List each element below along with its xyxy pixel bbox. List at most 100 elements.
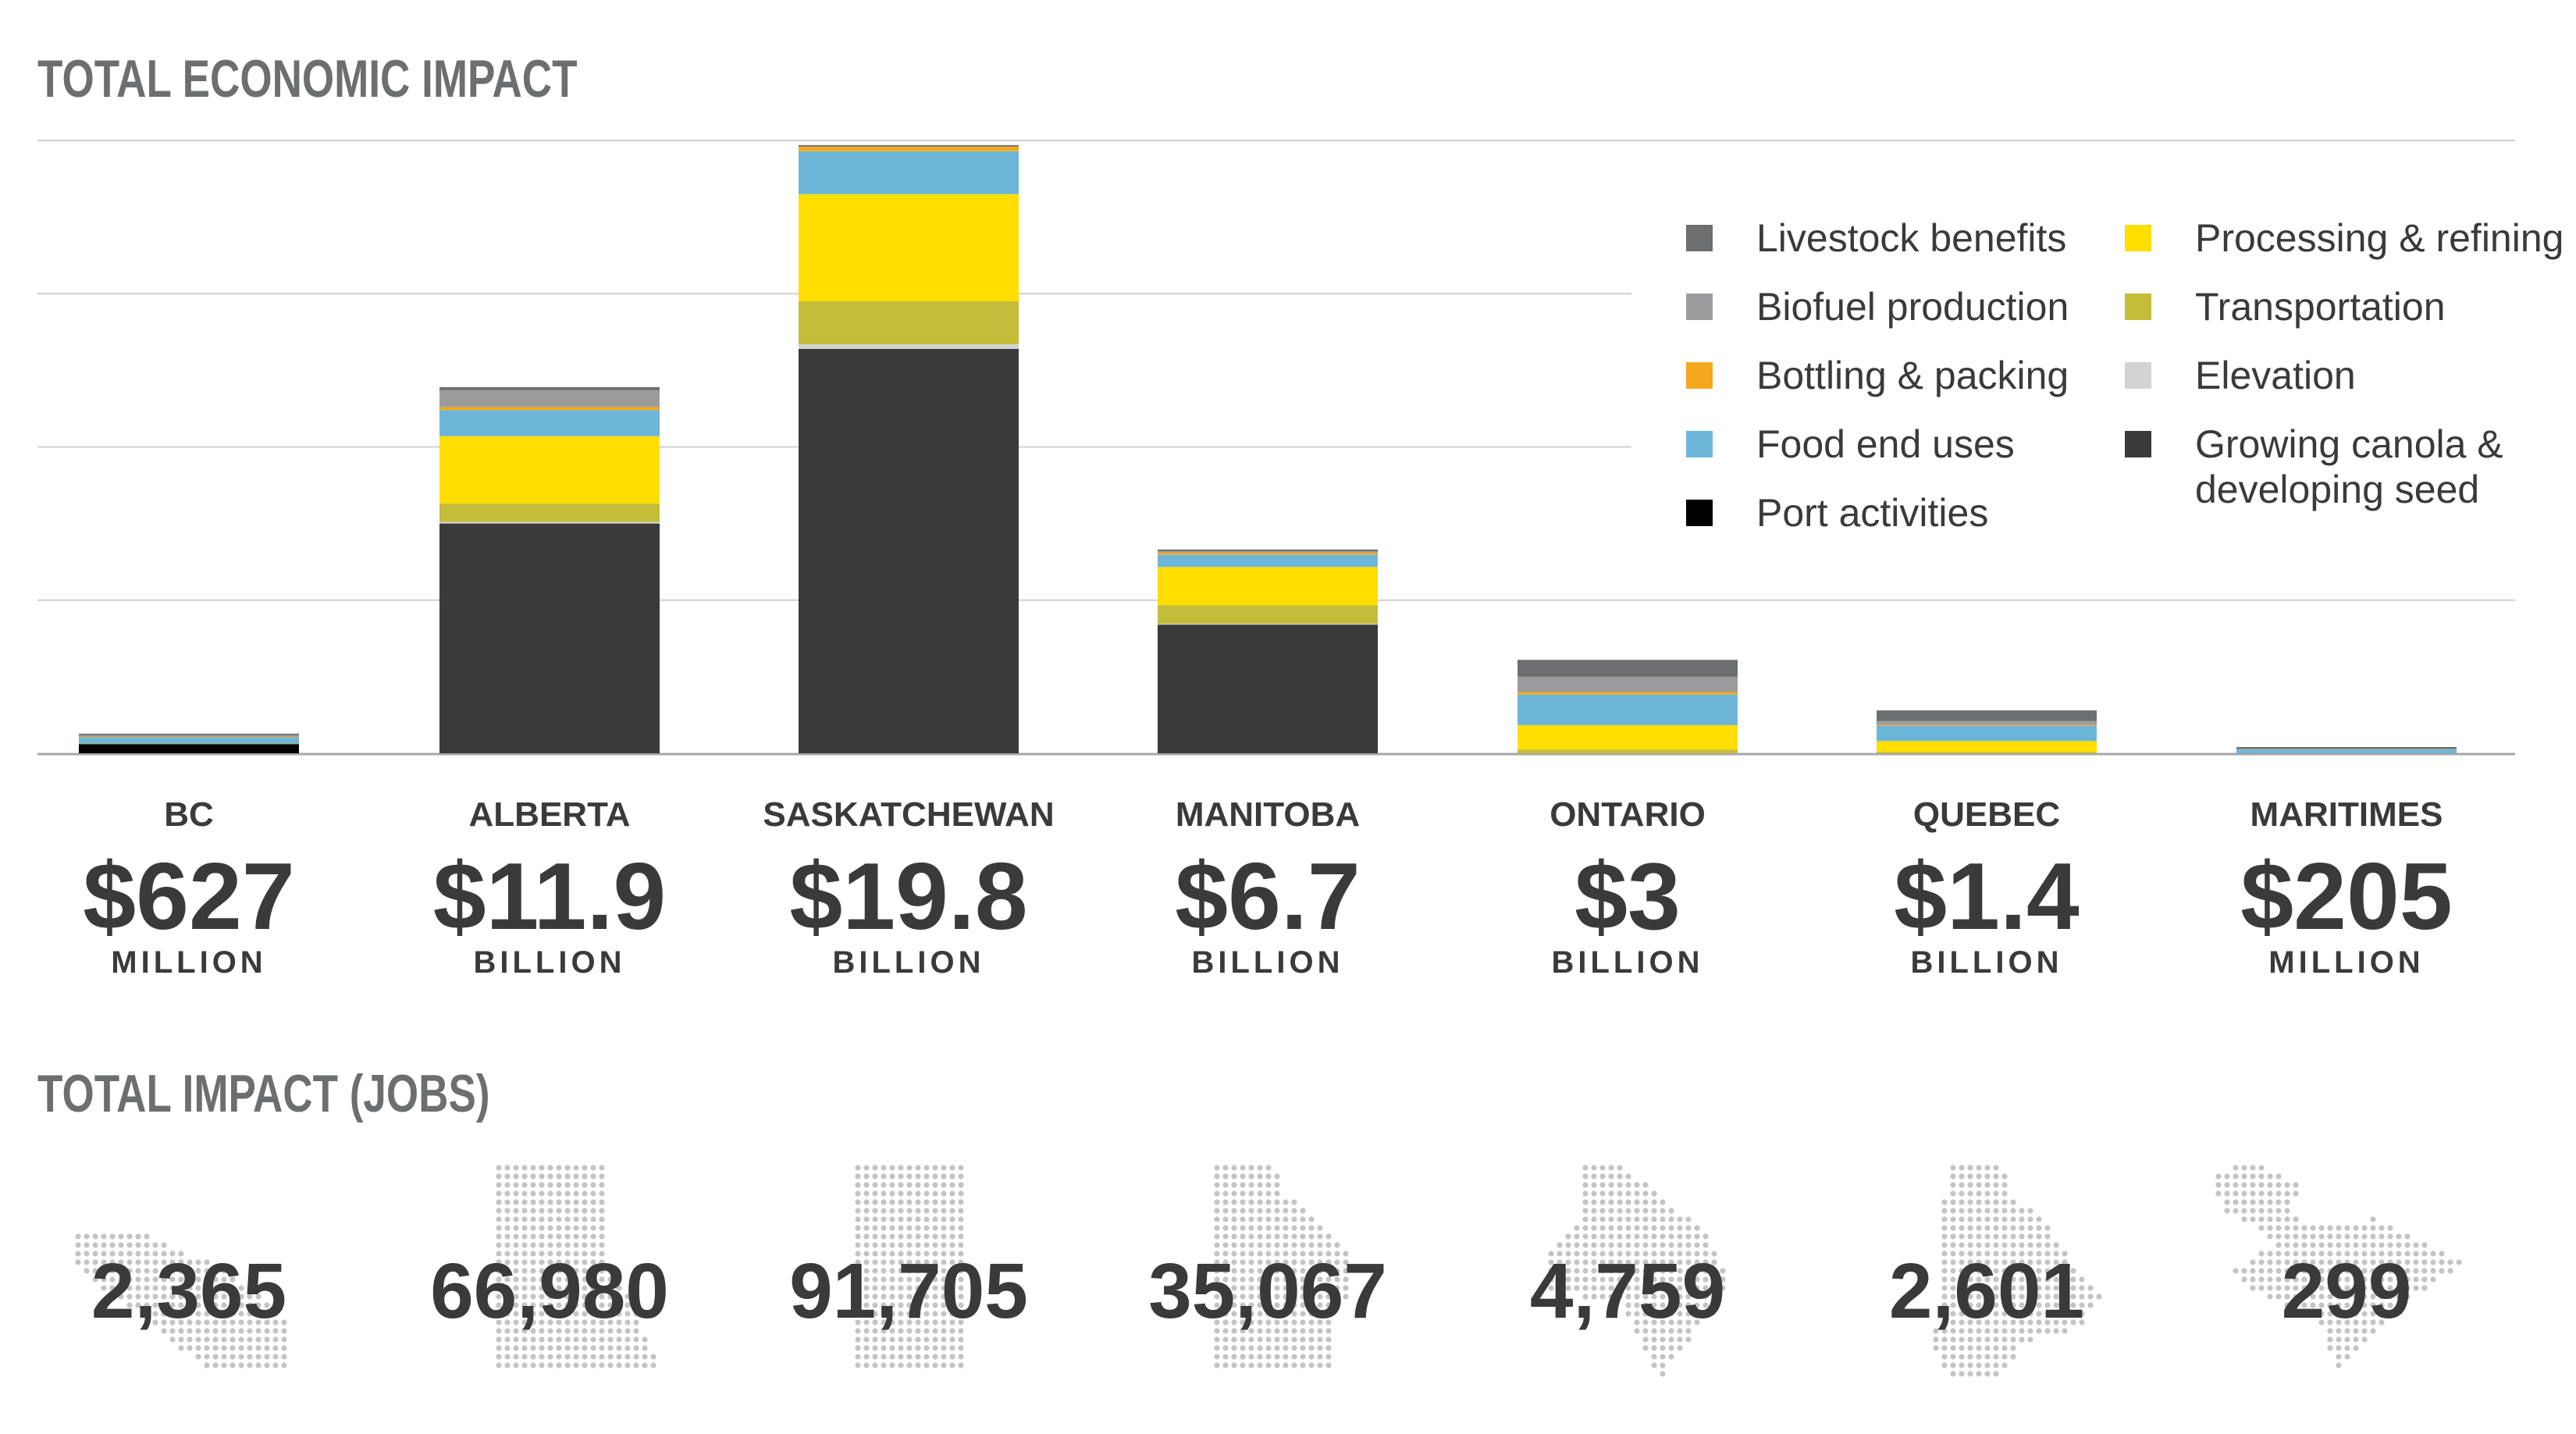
province-maps [75,1165,2462,1377]
legend-label-biofuel-production: Biofuel production [1756,285,2069,329]
province-map-manitoba [1214,1165,1349,1368]
legend-swatch-transportation [2125,294,2151,320]
bar-segment-manitoba-processing-and-refining [1158,567,1378,606]
legend-label-bottling-and-packing: Bottling & packing [1756,354,2069,397]
bar-segment-alberta-growing-canola-and-developing-seed [439,523,660,753]
bar-segment-manitoba-transportation [1158,605,1378,624]
bar-segment-manitoba-elevation [1158,623,1378,625]
province-map-bc [75,1233,287,1368]
bar-segment-alberta-transportation [439,504,660,522]
bar-segment-quebec-food-end-uses [1877,725,2097,742]
total-value-quebec: $1.4 [1894,843,2080,949]
bar-segment-alberta-bottling-and-packing [439,407,660,411]
province-map-alberta [496,1165,656,1368]
legend-label-growing-canola-and-developing-seed: Growing canola & developing seed [2195,422,2503,511]
region-label-ontario: ONTARIO [1550,795,1706,834]
bar-segment-ontario-transportation [1517,749,1738,753]
total-value-maritimes: $205 [2240,843,2452,949]
legend-label-food-end-uses: Food end uses [1756,422,2015,466]
legend-label-processing-and-refining: Processing & refining [2195,216,2564,260]
bar-segment-saskatchewan-bottling-and-packing [799,146,1019,151]
total-unit-alberta: BILLION [474,945,626,980]
bar-segment-maritimes-biofuel-production [2236,748,2457,750]
legend-swatch-growing-canola-and-developing-seed [2125,431,2151,457]
region-label-manitoba: MANITOBA [1176,795,1360,834]
legend-label-line: developing seed [2195,468,2479,511]
region-label-saskatchewan: SASKATCHEWAN [763,795,1054,834]
bar-segment-alberta-livestock-benefits [439,386,660,390]
page-title: TOTAL ECONOMIC IMPACT [37,49,578,109]
legend-swatch-food-end-uses [1686,431,1713,457]
bar-segment-saskatchewan-food-end-uses [799,151,1019,194]
bar-segment-saskatchewan-livestock-benefits [799,144,1019,147]
bar-segment-ontario-bottling-and-packing [1517,692,1738,695]
jobs-value-manitoba: 35,067 [1148,1247,1387,1335]
jobs-value-alberta: 66,980 [430,1247,669,1335]
total-value-alberta: $11.9 [433,843,667,949]
province-map-maritimes [2215,1165,2462,1368]
jobs-value-quebec: 2,601 [1889,1247,2084,1335]
bar-segment-bc-port-activities [79,744,299,753]
region-label-alberta: ALBERTA [469,795,631,834]
region-label-quebec: QUEBEC [1913,795,2060,834]
region-label-maritimes: MARITIMES [2250,795,2443,834]
bar-segment-quebec-bottling-and-packing [1877,724,2097,726]
legend: Livestock benefits Biofuel production Bott… [1686,216,2564,535]
stacked-bars [79,144,2457,753]
bar-segment-ontario-livestock-benefits [1517,660,1738,677]
total-unit-quebec: BILLION [1911,945,2063,980]
bar-segment-saskatchewan-transportation [799,301,1019,345]
total-unit-ontario: BILLION [1552,945,1704,980]
jobs-values: 2,365 66,980 91,705 35,067 4,759 2,601 299 [91,1247,2412,1335]
bar-segment-ontario-biofuel-production [1517,676,1738,692]
bar-segment-bc-biofuel-production [79,735,299,737]
total-value-ontario: $3 [1574,843,1681,949]
legend-label-transportation: Transportation [2195,285,2446,329]
total-unit-bc: MILLION [111,945,266,980]
legend-swatch-biofuel-production [1686,294,1713,320]
legend-swatch-livestock-benefits [1686,225,1713,251]
province-map-ontario [1539,1165,1726,1377]
legend-swatch-processing-and-refining [2125,225,2151,251]
bar-segment-manitoba-biofuel-production [1158,550,1378,553]
bar-segment-manitoba-growing-canola-and-developing-seed [1158,624,1378,753]
legend-swatch-port-activities [1686,500,1713,526]
bar-segment-ontario-food-end-uses [1517,694,1738,725]
jobs-value-bc: 2,365 [91,1247,286,1335]
total-value-bc: $627 [83,843,294,949]
bar-segment-bc-livestock-benefits [79,733,299,735]
province-map-quebec [1933,1165,2102,1377]
bar-segment-saskatchewan-elevation [799,344,1019,349]
legend-label-port-activities: Port activities [1756,491,1988,535]
total-unit-maritimes: MILLION [2268,945,2424,980]
legend-label-line: Growing canola & [2195,422,2503,466]
legend-label-livestock-benefits: Livestock benefits [1756,216,2066,260]
total-value-saskatchewan: $19.8 [789,843,1027,949]
bar-segment-quebec-livestock-benefits [1877,710,2097,721]
bar-segment-manitoba-bottling-and-packing [1158,552,1378,555]
bar-segment-saskatchewan-processing-and-refining [799,194,1019,302]
bar-segment-saskatchewan-growing-canola-and-developing-seed [799,348,1019,753]
bar-segment-bc-food-end-uses [79,737,299,744]
bar-segment-alberta-food-end-uses [439,410,660,436]
bar-segment-alberta-elevation [439,521,660,524]
total-value-manitoba: $6.7 [1175,843,1360,949]
bar-segment-maritimes-food-end-uses [2236,749,2457,753]
province-map-saskatchewan [855,1165,964,1368]
jobs-value-maritimes: 299 [2282,1247,2412,1335]
bar-segment-alberta-biofuel-production [439,390,660,407]
jobs-value-saskatchewan: 91,705 [789,1247,1028,1335]
jobs-section-title: TOTAL IMPACT (JOBS) [37,1064,490,1123]
bar-segment-manitoba-food-end-uses [1158,554,1378,568]
province-totals: BC$627MILLIONALBERTA$11.9BILLIONSASKATCH… [83,795,2452,980]
total-unit-saskatchewan: BILLION [833,945,985,980]
bar-segment-manitoba-livestock-benefits [1158,549,1378,551]
bar-segment-quebec-processing-and-refining [1877,741,2097,753]
legend-label-elevation: Elevation [2195,354,2356,397]
bar-segment-ontario-processing-and-refining [1517,724,1738,750]
bar-segment-quebec-biofuel-production [1877,721,2097,725]
bar-segment-alberta-processing-and-refining [439,436,660,504]
total-unit-manitoba: BILLION [1192,945,1344,980]
legend-swatch-elevation [2125,362,2151,389]
